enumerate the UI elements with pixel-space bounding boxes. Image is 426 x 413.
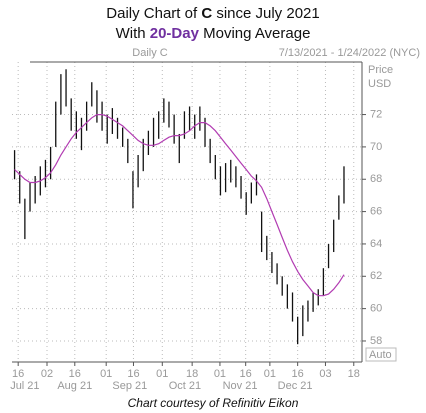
title-line-1: Daily Chart of C since July 2021	[106, 5, 319, 22]
source-note: Chart courtesy of Refinitiv Eikon	[128, 396, 299, 410]
y-tick-label: 66	[370, 206, 382, 218]
x-tick-label: 16	[12, 368, 24, 380]
chart-label: Daily C	[132, 47, 168, 59]
month-label: Oct 21	[169, 380, 201, 392]
y-tick-label: 58	[370, 335, 382, 347]
x-tick-label: 01	[100, 368, 112, 380]
y-tick-label: 68	[370, 173, 382, 185]
date-range: 7/13/2021 - 1/24/2022 (NYC)	[279, 47, 420, 59]
x-tick-label: 16	[69, 368, 81, 380]
subtitle-part: With	[116, 25, 150, 42]
title-part: since July 2021	[212, 5, 320, 22]
x-tick-label: 16	[240, 368, 252, 380]
y-tick-label: 72	[370, 108, 382, 120]
month-label: Jul 21	[10, 380, 39, 392]
subtitle: With 20-Day Moving Average	[116, 25, 311, 42]
x-tick-label: 01	[264, 368, 276, 380]
title-part: C	[201, 5, 212, 22]
x-tick-label: 02	[41, 368, 53, 380]
moving-average-line	[14, 114, 345, 297]
month-label: Dec 21	[278, 380, 313, 392]
y-tick-label: 60	[370, 303, 382, 315]
title-part: Daily Chart of	[106, 5, 201, 22]
x-tick-label: 01	[214, 368, 226, 380]
x-tick-label: 01	[156, 368, 168, 380]
month-label: Aug 21	[57, 380, 92, 392]
y-tick-label: 64	[370, 238, 382, 250]
month-label: Nov 21	[223, 380, 258, 392]
subtitle-part: Moving Average	[199, 25, 310, 42]
y-axis-label: Price	[368, 64, 393, 76]
x-tick-label: 18	[348, 368, 360, 380]
auto-box[interactable]	[365, 347, 397, 362]
subtitle-part: 20-Day	[150, 25, 200, 42]
x-tick-label: 16	[292, 368, 304, 380]
y-tick-label: 62	[370, 270, 382, 282]
x-tick-label: 18	[186, 368, 198, 380]
month-label: Sep 21	[112, 380, 147, 392]
y-axis-label: USD	[368, 78, 391, 90]
y-tick-label: 70	[370, 141, 382, 153]
auto-button[interactable]: Auto	[369, 349, 392, 361]
x-tick-label: 03	[319, 368, 331, 380]
x-tick-label: 16	[127, 368, 139, 380]
